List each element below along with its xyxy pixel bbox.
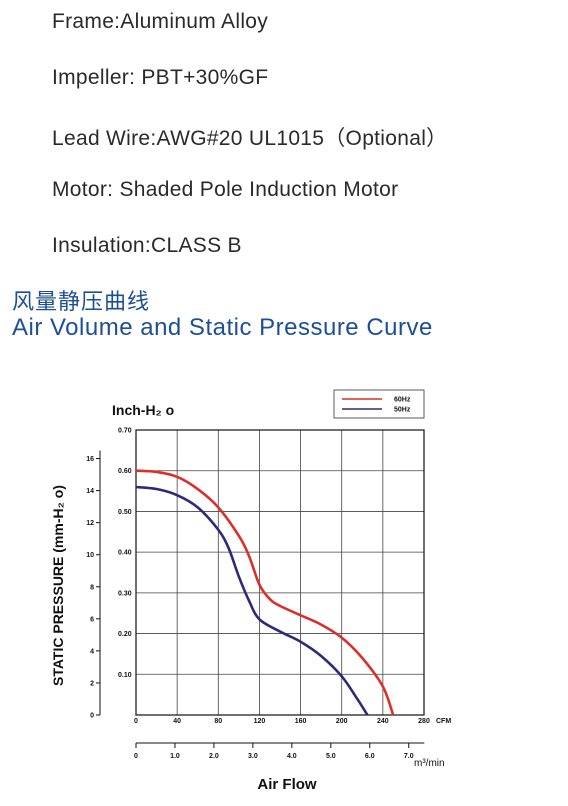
x-tick-cfm: 240 <box>377 718 389 725</box>
y-tick-mm: 6 <box>90 616 94 623</box>
y-tick-mm: 14 <box>86 488 94 495</box>
section-title-chinese: 风量静压曲线 <box>12 290 151 315</box>
y-tick-mm: 16 <box>86 456 94 463</box>
y-tick-mm: 4 <box>90 648 94 655</box>
x-tick-cfm: 200 <box>336 718 348 725</box>
x-tick-m3: 1.0 <box>170 753 180 760</box>
spec-motor: Motor: Shaded Pole Induction Motor <box>52 178 399 201</box>
spec-insulation: Insulation:CLASS B <box>52 234 242 257</box>
chart-lines <box>135 469 395 716</box>
x-axis-label: Air Flow <box>257 776 316 793</box>
x-tick-m3: 7.0 <box>404 753 414 760</box>
y-tick-mm: 12 <box>86 520 94 527</box>
chart-legend: 60Hz 50Hz <box>333 389 425 419</box>
x-tick-m3: 0 <box>134 753 138 760</box>
spec-frame: Frame:Aluminum Alloy <box>52 10 269 33</box>
x-tick-m3: 2.0 <box>209 753 219 760</box>
x-tick-m3: 3.0 <box>248 753 258 760</box>
y-tick-mm: 8 <box>90 584 94 591</box>
x-tick-cfm: 280 <box>418 718 430 725</box>
series-line-60hz <box>135 469 395 716</box>
x-tick-cfm: 40 <box>173 718 181 725</box>
y-tick-inch: 0.50 <box>118 509 132 516</box>
chart-ticks: 0.10 0.20 0.30 0.40 0.50 0.60 0.70 0 2 4 6 8 10 12 14 1… <box>86 428 430 761</box>
x-unit-m3: m³/min <box>414 758 445 769</box>
legend-label-60hz: 60Hz <box>394 397 411 404</box>
legend-label-50hz: 50Hz <box>394 407 411 414</box>
section-title-english: Air Volume and Static Pressure Curve <box>12 314 433 341</box>
y-tick-inch: 0.60 <box>118 468 132 475</box>
x-tick-m3: 6.0 <box>365 753 375 760</box>
y-axis-label: STATIC PRESSURE (mm-H₂ o) <box>50 485 66 686</box>
x-tick-cfm: 160 <box>295 718 307 725</box>
x-unit-cfm: CFM <box>436 718 451 725</box>
inner-axis-label: Inch-H₂ o <box>112 402 174 418</box>
y-tick-inch: 0.20 <box>118 631 132 638</box>
legend-box <box>333 389 425 419</box>
series-line-50hz <box>135 485 369 716</box>
x-tick-cfm: 0 <box>134 718 138 725</box>
x-tick-cfm: 80 <box>214 718 222 725</box>
y-tick-inch: 0.10 <box>118 672 132 679</box>
x-tick-m3: 5.0 <box>326 753 336 760</box>
x-tick-cfm: 120 <box>254 718 266 725</box>
spec-impeller: Impeller: PBT+30%GF <box>52 66 269 89</box>
y-tick-inch: 0.30 <box>118 590 132 597</box>
y-tick-mm: 10 <box>86 552 94 559</box>
pressure-curve-chart: 0.10 0.20 0.30 0.40 0.50 0.60 0.70 0 2 4 6 8 10 12 14 1… <box>50 389 451 793</box>
y-tick-inch: 0.70 <box>118 428 132 435</box>
y-tick-mm: 2 <box>90 680 94 687</box>
spec-lead-wire: Lead Wire:AWG#20 UL1015（Optional） <box>52 127 448 150</box>
chart-grid <box>135 429 425 716</box>
y-tick-inch: 0.40 <box>118 550 132 557</box>
y-tick-mm: 0 <box>90 713 94 720</box>
x-tick-m3: 4.0 <box>287 753 297 760</box>
plot-frame <box>135 429 425 716</box>
